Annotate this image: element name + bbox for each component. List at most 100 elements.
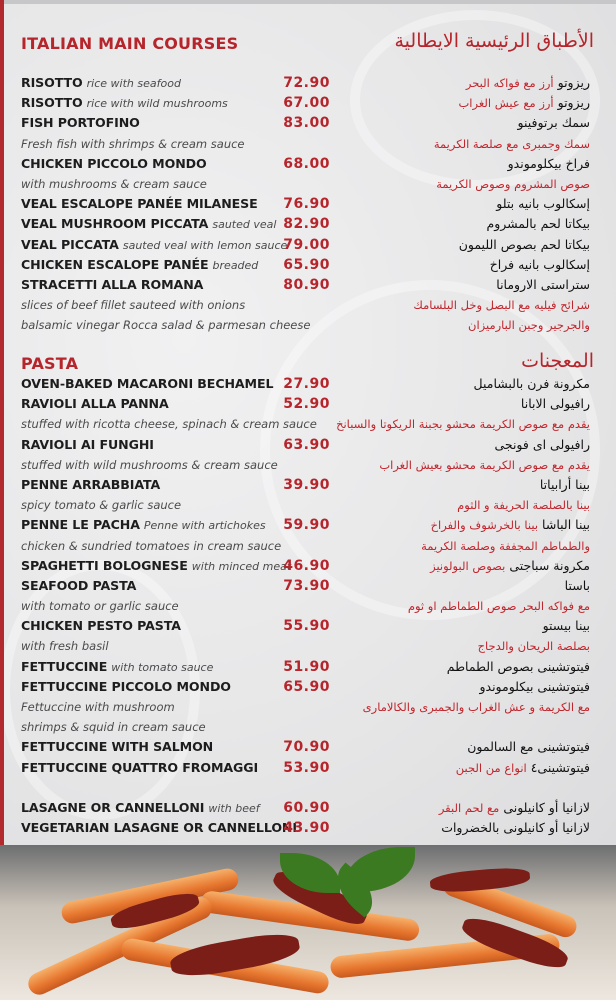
menu-item-description: Fresh fish with shrimps & cream sauce سمك… — [0, 134, 616, 154]
menu-item-description: stuffed with wild mushrooms & cream sauc… — [0, 455, 616, 475]
item-title: OVEN-BAKED MACARONI BECHAMEL — [21, 376, 274, 391]
menu-item-description: balsamic vinegar Rocca salad & parmesan … — [0, 315, 616, 335]
item-title-ar: مكرونة فرن بالبشاميل — [473, 376, 590, 391]
item-description-ar: سمك وجمبرى مع صلصة الكريمة — [433, 136, 590, 151]
menu-item-description: with tomato or garlic sauce مع فواكه البح… — [0, 596, 616, 616]
item-name-ar: والجرجير وجبن البارميزان — [468, 315, 590, 335]
pasta-photo — [0, 845, 616, 1000]
item-price: 65.90 — [283, 256, 330, 273]
menu-item: PENNE LE PACHA Penne with artichokes 59.9… — [0, 515, 616, 535]
item-description: slices of beef fillet sauteed with onion… — [21, 298, 246, 313]
item-name-en: with mushrooms & cream sauce — [21, 174, 207, 194]
item-name-en: FETTUCCINE PICCOLO MONDO — [21, 677, 231, 697]
decorative-swirl — [0, 560, 200, 820]
item-price: 63.90 — [283, 436, 330, 453]
item-description-ar: بصلصة الريحان والدجاج — [477, 639, 590, 654]
item-name-ar: بينا بيستو — [543, 616, 590, 636]
item-name-en: VEAL MUSHROOM PICCATA sauted veal — [21, 214, 276, 235]
item-title-ar: ستراستى الارومانا — [496, 276, 590, 292]
item-title-ar: رافيولى اى فونجى — [494, 436, 590, 452]
item-name-en: VEGETARIAN LASAGNE OR CANNELLONI — [21, 818, 297, 838]
item-price: 65.90 — [283, 678, 330, 695]
item-name-en: stuffed with ricotta cheese, spinach & c… — [21, 414, 317, 434]
item-name-ar: سمك برتوفينو — [518, 113, 591, 133]
item-description: with tomato or garlic sauce — [21, 599, 179, 614]
item-name-en: slices of beef fillet sauteed with onion… — [21, 295, 245, 315]
menu-item: PENNE ARRABBIATA 39.90 بينا أرابياتا — [0, 475, 616, 495]
menu-item: CHICKEN PICCOLO MONDO 68.00 فراخ بيكلوموند… — [0, 154, 616, 174]
item-title-ar: بيكاتا لحم بالمشروم — [486, 216, 590, 232]
menu-item: RISOTTO rice with wild mushrooms 67.00 ريز… — [0, 93, 616, 113]
menu-item: SPAGHETTI BOLOGNESE with minced meat 46.9… — [0, 556, 616, 576]
menu-item: FETTUCCINE QUATTRO FROMAGGI 53.90 فيتوتشين… — [0, 758, 616, 778]
item-name-en: PENNE ARRABBIATA — [21, 475, 160, 495]
item-description-ar: والطماطم المجففة وصلصة الكريمة — [421, 538, 590, 553]
item-title-ar: فيتوتشينى بصوص الطماطم — [446, 658, 590, 674]
item-name-ar: لازانيا أو كانيلونى بالخضروات — [441, 818, 590, 838]
item-title-ar: إسكالوب بانيه بتلو — [496, 196, 590, 212]
item-name-en: chicken & sundried tomatoes in cream sau… — [21, 536, 281, 556]
item-title: VEGETARIAN LASAGNE OR CANNELLONI — [21, 820, 297, 836]
item-name-ar: بيكاتا لحم بالمشروم — [486, 214, 590, 234]
item-title-ar: لازانيا أو كانيلونى — [503, 799, 590, 815]
item-title: SPAGHETTI BOLOGNESE — [21, 557, 188, 573]
item-description-ar: شرائح فيليه مع البصل وخل البلسامك — [413, 298, 590, 313]
item-name-en: CHICKEN ESCALOPE PANÉE breaded — [21, 255, 258, 276]
left-border — [0, 0, 4, 845]
item-name-ar: إسكالوب بانيه فراخ — [490, 255, 590, 275]
menu-item-description: with mushrooms & cream sauce صوص المشروم … — [0, 174, 616, 194]
item-price: 80.90 — [283, 276, 330, 293]
menu-item: FETTUCCINE WITH SALMON 70.90 فيتوتشينى مع … — [0, 737, 616, 757]
menu-item: OVEN-BAKED MACARONI BECHAMEL 27.90 مكرونة … — [0, 374, 616, 394]
menu-item-description: chicken & sundried tomatoes in cream sau… — [0, 536, 616, 556]
item-title-ar: ريزوتو — [557, 95, 590, 111]
menu-item: CHICKEN ESCALOPE PANÉE breaded 65.90 إسكال… — [0, 255, 616, 275]
item-name-en: RAVIOLI ALLA PANNA — [21, 394, 169, 414]
item-title: STRACETTI ALLA ROMANA — [21, 276, 204, 292]
item-name-en: FETTUCCINE WITH SALMON — [21, 737, 213, 757]
item-name-en: shrimps & squid in cream sauce — [21, 717, 206, 737]
section-heading: PASTA المعجنات — [0, 342, 616, 374]
item-description: Fettuccine with mushroom — [21, 700, 175, 714]
menu-item: VEAL MUSHROOM PICCATA sauted veal 82.90 بي… — [0, 214, 616, 234]
item-name-ar: ريزوتو أرز مع عيش الغراب — [458, 93, 590, 113]
item-price: 53.90 — [283, 759, 330, 776]
item-description: balsamic vinegar Rocca salad & parmesan … — [21, 318, 311, 333]
item-price: 76.90 — [283, 196, 330, 213]
item-name-en: PENNE LE PACHA Penne with artichokes — [21, 515, 266, 536]
item-description: chicken & sundried tomatoes in cream sau… — [21, 538, 282, 553]
item-name-ar: فيتوتشينى بيكلوموندو — [479, 677, 590, 697]
item-name-ar: إسكالوب بانيه بتلو — [496, 194, 590, 214]
item-name-en: VEAL ESCALOPE PANÉE MILANESE — [21, 194, 258, 214]
item-description-ar: مع الكريمة و عش الغراب والجمبرى والكالام… — [362, 700, 590, 714]
menu-item: FETTUCCINE with tomato sauce 51.90 فيتوتشي… — [0, 657, 616, 677]
decorative-swirl — [260, 280, 600, 620]
heading-en: PASTA — [21, 354, 79, 373]
item-price: 70.90 — [283, 739, 330, 756]
item-title: FETTUCCINE PICCOLO MONDO — [21, 678, 231, 694]
menu-background — [0, 0, 616, 845]
menu-item-description: with fresh basil بصلصة الريحان والدجاج — [0, 636, 616, 656]
item-description: with beef — [208, 801, 260, 815]
item-name-ar: لازانيا أو كانيلونى مع لحم البقر — [439, 798, 590, 818]
item-name-ar: سمك وجمبرى مع صلصة الكريمة — [434, 134, 590, 154]
item-description-ar: أرز مع عيش الغراب — [458, 96, 554, 111]
menu-item: FETTUCCINE PICCOLO MONDO 65.90 فيتوتشينى ب… — [0, 677, 616, 697]
item-description-ar: مع لحم البقر — [438, 800, 500, 815]
decorative-swirl — [350, 10, 600, 190]
item-title: FETTUCCINE — [21, 658, 108, 674]
item-title: CHICKEN PICCOLO MONDO — [21, 155, 207, 171]
item-name-en: Fresh fish with shrimps & cream sauce — [21, 134, 245, 154]
item-name-en: VEAL PICCATA sauted veal with lemon sauc… — [21, 235, 287, 256]
item-price: 51.90 — [283, 658, 330, 675]
menu-item: CHICKEN PESTO PASTA 55.90 بينا بيستو — [0, 616, 616, 636]
item-price: 79.00 — [283, 236, 330, 253]
item-name-en: with tomato or garlic sauce — [21, 596, 179, 616]
item-price: 39.90 — [283, 476, 330, 493]
item-name-ar: ريزوتو أرز مع فواكه البحر — [466, 73, 590, 93]
item-description: with mushrooms & cream sauce — [21, 176, 207, 191]
menu-item: FISH PORTOFINO 83.00 سمك برتوفينو — [0, 113, 616, 133]
item-title-ar: لازانيا أو كانيلونى بالخضروات — [441, 820, 590, 836]
item-title-ar: باستا — [564, 577, 590, 593]
item-title: CHICKEN PESTO PASTA — [21, 618, 181, 634]
